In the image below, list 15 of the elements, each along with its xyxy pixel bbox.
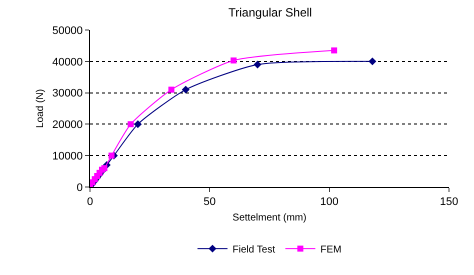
x-tick-label: 100	[320, 196, 339, 208]
legend-label: FEM	[320, 244, 342, 256]
x-tick-label: 50	[204, 196, 216, 208]
legend-label: Field Test	[232, 244, 276, 256]
y-tick-label: 0	[76, 182, 83, 194]
y-tick-label: 50000	[52, 24, 83, 37]
chart-title: Triangular Shell	[228, 6, 312, 20]
y-axis-title: Load (N)	[35, 89, 46, 128]
x-tick-label: 150	[440, 196, 458, 208]
x-axis-title: Settelment (mm)	[232, 212, 306, 224]
y-tick-label: 30000	[52, 88, 83, 100]
y-tick-label: 40000	[52, 56, 83, 68]
y-tick-label: 10000	[52, 150, 83, 162]
x-tick-label: 0	[86, 196, 94, 208]
y-tick-label: 20000	[52, 119, 83, 132]
